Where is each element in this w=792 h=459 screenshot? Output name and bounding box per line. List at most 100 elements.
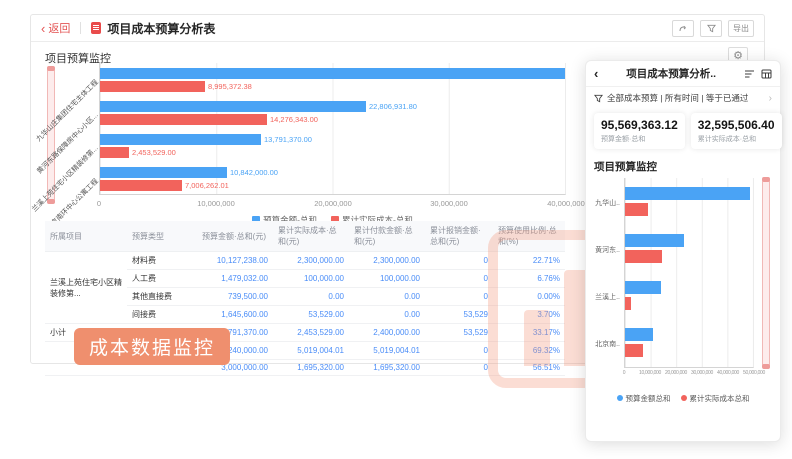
stat-value: 32,595,506.40: [697, 118, 775, 132]
stat-card-budget: 95,569,363.12 预算金额·总和: [594, 113, 685, 149]
window-title: 项目成本预算分析表: [107, 21, 216, 36]
category-label: 兰溪上..: [595, 293, 620, 301]
legend-item[interactable]: 预算金额-总和: [252, 214, 317, 226]
main-chart-legend: 预算金额-总和 累计实际成本-总和: [99, 211, 566, 229]
bar-1-3: [625, 344, 643, 357]
titlebar: ‹ 返回 项目成本预算分析表 导出: [31, 15, 764, 42]
panel-section-title: 项目预算监控: [594, 161, 657, 173]
table-row: 人工费 1,479,032.00 100,000.00 100,000.00 0…: [45, 269, 565, 288]
panel-data-zoom-slider[interactable]: [762, 177, 770, 369]
cell: 0.00: [349, 287, 425, 306]
cell: 2,400,000.00: [349, 323, 425, 342]
cell: 53,529: [425, 305, 493, 324]
cell: 10,127,238.00: [197, 251, 273, 270]
bar-0-2: [625, 281, 661, 294]
bar-value-label: 14,276,343.00: [270, 114, 318, 124]
panel-back-button[interactable]: ‹: [594, 66, 599, 81]
cell: 2,453,529.00: [273, 323, 349, 342]
axis-tick-label: 20,000,000: [314, 199, 352, 208]
cell: 1,695,320.00: [349, 359, 425, 376]
cell: 0: [425, 251, 493, 270]
column-header: 累计报销金额·总和(元): [425, 221, 493, 252]
cell: 1,695,320.00: [273, 359, 349, 376]
cell: 0.00: [273, 287, 349, 306]
project-cell: 兰溪上苑住宅小区精装修第...: [45, 251, 127, 324]
gear-icon: ⚙: [733, 49, 743, 62]
column-header: 预算使用比例·总和(%): [493, 221, 565, 252]
panel-chart-value-axis: 0 10,000,000 20,000,000 30,000,000 40,000,00…: [622, 370, 766, 378]
cell: 100,000.00: [273, 269, 349, 288]
stat-value: 95,569,363.12: [601, 118, 678, 132]
legend-swatch: [331, 216, 339, 224]
cell: 5,019,004.01: [349, 341, 425, 360]
axis-tick-label: 0: [622, 370, 626, 376]
legend-label: 预算金额总和: [625, 393, 671, 403]
panel-filter[interactable]: 全部成本预算 | 所有时间 | 等于已通过 ›: [586, 87, 780, 109]
cell: 53,529: [425, 323, 493, 342]
filter-text: 全部成本预算 | 所有时间 | 等于已通过: [607, 93, 749, 103]
column-header: 累计实际成本·总和(元): [273, 221, 349, 252]
cell: 间接费: [127, 305, 197, 324]
column-header: 预算类型: [127, 221, 197, 252]
bar-1-1: [100, 113, 267, 125]
cost-monitor-badge: 成本数据监控: [74, 328, 231, 365]
legend-item[interactable]: 预算金额总和: [616, 393, 671, 404]
share-button[interactable]: [672, 19, 694, 37]
stat-card-actual-cost: 32,595,506.40 累计实际成本·总和: [690, 113, 782, 149]
cell: 0.00%: [493, 287, 565, 306]
panel-header: ‹ 项目成本预算分析..: [586, 61, 780, 87]
back-label: 返回: [48, 23, 71, 35]
cell: 3.70%: [493, 305, 565, 324]
column-header: 预算金额·总和(元): [197, 221, 273, 252]
cell: 2,300,000.00: [349, 251, 425, 270]
divider: [80, 22, 82, 34]
bar-0-2: [100, 133, 261, 145]
sort-list-icon[interactable]: [744, 69, 755, 79]
bar-0-3: [625, 328, 653, 341]
report-icon: [91, 22, 102, 34]
data-zoom-handle[interactable]: [762, 177, 770, 182]
cell: 53,529.00: [273, 305, 349, 324]
bar-0-1: [100, 100, 366, 112]
bar-0-0: [625, 187, 750, 200]
column-header: 累计付款金额·总和(元): [349, 221, 425, 252]
back-button[interactable]: ‹ 返回: [41, 20, 70, 36]
table-header-row: 所属项目 预算类型 预算金额·总和(元) 累计实际成本·总和(元) 累计付款金额…: [45, 221, 565, 252]
legend-swatch: [616, 395, 623, 401]
cell: 其他直接费: [127, 287, 197, 306]
panel-chart-plot: [624, 178, 754, 368]
cell: 100,000.00: [349, 269, 425, 288]
table-row: 间接费 1,645,600.00 53,529.00 0.00 53,529 3…: [45, 305, 565, 324]
data-zoom-slider[interactable]: [47, 66, 55, 204]
axis-tick-label: 40,000,000: [547, 199, 585, 208]
table-view-icon[interactable]: [761, 69, 772, 79]
category-label: 黄河东..: [595, 246, 620, 254]
filter-button[interactable]: [700, 19, 722, 37]
cell: 6.76%: [493, 269, 565, 288]
data-zoom-handle[interactable]: [47, 199, 55, 204]
bar-value-label: 8,995,372.38: [208, 81, 252, 91]
main-chart-value-axis: 0 10,000,000 20,000,000 30,000,000 40,000,00…: [97, 199, 585, 209]
bar-0-1: [625, 234, 684, 247]
bar-1-1: [625, 250, 662, 263]
export-button[interactable]: 导出: [728, 19, 754, 37]
cell: 1,479,032.00: [197, 269, 273, 288]
back-arrow-icon: ‹: [41, 20, 46, 36]
chevron-right-icon: ›: [768, 92, 772, 104]
cell: 1,645,600.00: [197, 305, 273, 324]
cell: 0.00: [349, 305, 425, 324]
legend-item[interactable]: 累计实际成本总和: [680, 393, 750, 404]
column-header: 所属项目: [45, 221, 127, 252]
cell: 0: [425, 287, 493, 306]
data-zoom-handle[interactable]: [47, 66, 55, 71]
bar-0-0: [100, 67, 565, 79]
axis-tick-label: 20,000,000: [664, 370, 688, 376]
cell: 69.32%: [493, 341, 565, 360]
legend-swatch: [252, 216, 261, 224]
stat-label: 预算金额·总和: [601, 136, 646, 143]
cell: 0: [425, 341, 493, 360]
legend-item[interactable]: 累计实际成本-总和: [331, 214, 413, 226]
mobile-panel: ‹ 项目成本预算分析.. 全部成本预算 | 所有时间 | 等于已通过 › 95: [585, 60, 782, 442]
data-zoom-handle[interactable]: [762, 364, 770, 369]
axis-tick-label: 50,000,000: [742, 370, 766, 376]
